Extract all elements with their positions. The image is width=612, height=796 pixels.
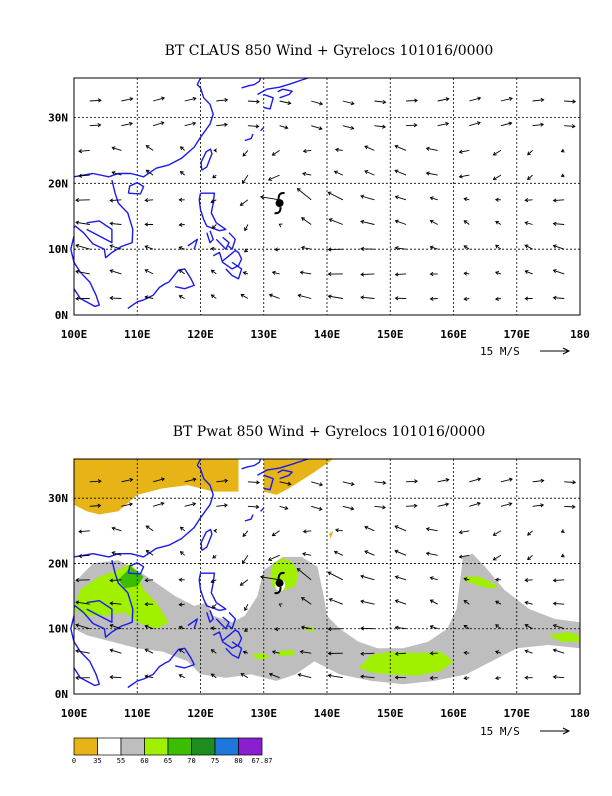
y-tick-label: 30N: [48, 112, 68, 125]
chart-title-1: BT CLAUS 850 Wind + Gyrelocs 101016/0000: [165, 43, 494, 59]
x-tick-label: 100E: [61, 707, 88, 720]
y-tick-label: 20N: [48, 177, 68, 190]
y-tick-label: 0N: [55, 309, 68, 322]
colorbar-label: 75: [211, 757, 219, 765]
chart-panel-1: BT CLAUS 850 Wind + Gyrelocs 101016/0000…: [48, 43, 590, 358]
y-tick-label: 20N: [48, 557, 68, 570]
x-tick-label: 160E: [440, 707, 467, 720]
reference-vector-arrow-2: [540, 728, 569, 734]
colorbar-label: 80: [234, 757, 242, 765]
x-tick-label: 120E: [187, 328, 214, 341]
x-tick-label: 170E: [504, 328, 531, 341]
wind-vector: [110, 298, 121, 299]
wind-vector: [406, 481, 417, 482]
colorbar-label: 67.87: [251, 757, 272, 765]
wind-vector: [406, 506, 417, 507]
x-tick-label: 160E: [440, 328, 467, 341]
x-tick-label: 120E: [187, 707, 214, 720]
x-tick-label: 150E: [377, 328, 404, 341]
x-tick-label: 130E: [251, 707, 278, 720]
colorbar-label: 0: [72, 757, 76, 765]
reference-vector-arrow-1: [540, 348, 569, 354]
chart-panel-2: BT Pwat 850 Wind + Gyrelocs 101016/0000 …: [48, 424, 590, 765]
colorbar-swatch: [98, 738, 122, 755]
y-tick-label: 30N: [48, 492, 68, 505]
x-tick-label: 150E: [377, 707, 404, 720]
colorbar-swatch: [215, 738, 239, 755]
x-tick-label: 180: [570, 328, 590, 341]
x-tick-label: 140E: [314, 707, 341, 720]
chart-title-2: BT Pwat 850 Wind + Gyrelocs 101016/0000: [173, 424, 486, 440]
y-tick-label: 10N: [48, 623, 68, 636]
wind-vector: [406, 100, 417, 101]
y-tick-label: 10N: [48, 243, 68, 256]
colorbar-label: 60: [140, 757, 148, 765]
colorbar-label: 35: [93, 757, 101, 765]
colorbar-swatch: [74, 738, 98, 755]
reference-vector-label-2: 15 M/S: [480, 725, 520, 738]
colorbar-swatch: [121, 738, 145, 755]
y-tick-label: 0N: [55, 688, 68, 701]
colorbar-label: 55: [117, 757, 125, 765]
x-tick-label: 100E: [61, 328, 88, 341]
reference-vector-label-1: 15 M/S: [480, 345, 520, 358]
colorbar-swatch: [239, 738, 263, 755]
colorbar-label: 70: [187, 757, 195, 765]
x-tick-label: 170E: [504, 707, 531, 720]
x-tick-label: 110E: [124, 707, 151, 720]
colorbar-label: 65: [164, 757, 172, 765]
colorbar-swatch: [145, 738, 169, 755]
x-tick-label: 110E: [124, 328, 151, 341]
x-tick-label: 180: [570, 707, 590, 720]
colorbar: 0 35 55 60 65 70 75 80 67.87: [72, 738, 273, 765]
colorbar-swatch: [168, 738, 192, 755]
x-tick-label: 130E: [251, 328, 278, 341]
storm-symbol-center: [276, 579, 284, 587]
x-tick-label: 140E: [314, 328, 341, 341]
wind-vector: [406, 125, 417, 126]
colorbar-swatch: [192, 738, 216, 755]
storm-symbol-center: [276, 199, 284, 207]
